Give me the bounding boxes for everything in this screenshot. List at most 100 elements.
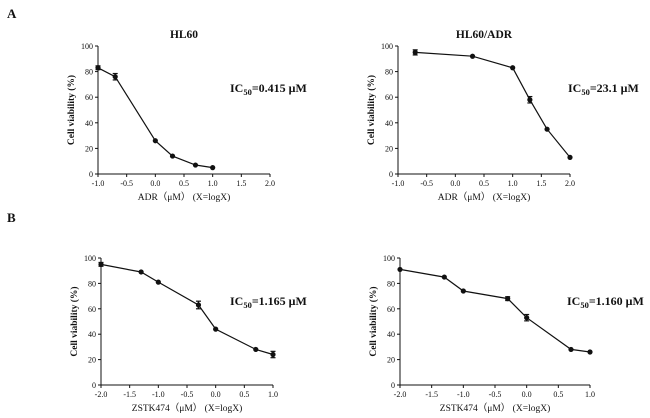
panel-label-b: B [7,210,16,225]
data-point [510,65,516,71]
y-tick-label: 40 [385,119,393,128]
y-tick-label: 20 [85,144,93,153]
chart-title: HL60 [170,29,198,41]
series-line [399,268,591,353]
y-axis-label: Cell viability (%) [66,75,77,145]
chart-4: 0 20 40 60 80 100 -2.0 -1.5 -1.0 -0.5 0.0 0.5 1.0 ZST… [368,254,644,414]
y-tick-label: 40 [387,330,395,339]
data-point [155,279,161,285]
x-tick-label: -2.0 [394,390,407,399]
ic50-prefix: IC [567,294,580,308]
y-tick-label: 100 [381,42,393,51]
data-point [213,326,219,332]
y-tick-label: 100 [81,42,93,51]
ic50-annotation: IC50=0.415 μM [230,81,307,97]
charts: 0 20 40 60 80 100 -1.0 -0.5 0.0 0.5 1.0 1.5 2.0 ADR（μ… [66,29,644,414]
y-tick-label: 20 [385,144,393,153]
data-point [460,288,466,294]
data-point [397,266,403,273]
x-tick-label: -2.0 [95,390,108,399]
y-tick-label: 40 [85,119,93,128]
x-tick-label: -1.5 [425,390,438,399]
y-tick-label: 80 [88,279,96,288]
y-tick-label: 80 [387,279,395,288]
data-point [587,349,593,355]
x-tick-label: 0.0 [211,390,221,399]
ic50-prefix: IC [230,294,243,308]
data-point [138,269,144,275]
ic50-subscript: 50 [581,87,590,97]
data-point [169,153,176,159]
x-tick-label: 1.5 [536,179,546,188]
x-tick-label: 0.5 [479,179,489,188]
x-axis-label: ADR（μM） (X=logX) [138,191,231,203]
x-tick-label: 0.5 [239,390,249,399]
series-line [97,67,213,169]
x-axis-label: ADR（μM） (X=logX) [438,191,531,203]
x-tick-label: -1.0 [92,179,105,188]
ic50-value: =0.415 μM [252,81,307,95]
chart-3: 0 20 40 60 80 100 -2.0 -1.5 -1.0 -0.5 0.0 0.5 1.0 ZST… [69,254,307,414]
x-tick-label: -0.5 [120,179,133,188]
x-axis-label: ZSTK474（μM） (X=logX) [132,402,242,414]
y-tick-label: 0 [391,381,395,390]
x-tick-label: 1.0 [585,390,595,399]
y-tick-label: 20 [88,356,96,365]
chart-title: HL60/ADR [456,29,513,41]
x-tick-label: 0.5 [553,390,563,399]
y-tick-label: 100 [383,254,395,263]
y-tick-label: 60 [385,93,393,102]
x-tick-label: 2.0 [565,179,575,188]
ic50-prefix: IC [568,81,581,95]
x-tick-label: -1.0 [392,179,405,188]
x-tick-label: -1.5 [123,390,136,399]
y-tick-label: 80 [85,68,93,77]
panel-label-a: A [7,6,17,21]
data-point [195,302,202,308]
data-point [567,154,573,160]
x-tick-label: 1.0 [508,179,518,188]
data-point [441,274,447,280]
y-axis-label: Cell viability (%) [368,286,379,356]
ic50-annotation: IC50=1.165 μM [230,294,307,310]
x-tick-label: 0.0 [522,390,532,399]
ic50-subscript: 50 [243,87,252,97]
x-tick-label: 1.0 [268,390,278,399]
data-point [505,296,511,302]
data-point [98,261,104,267]
y-tick-label: 60 [387,305,395,314]
x-tick-label: -1.0 [457,390,470,399]
y-tick-label: 40 [88,330,96,339]
ic50-value: =23.1 μM [590,81,639,95]
data-point [469,53,476,59]
y-tick-label: 60 [88,305,96,314]
data-point [544,126,550,132]
x-tick-label: 2.0 [265,179,275,188]
ic50-subscript: 50 [580,300,589,310]
data-point [95,65,101,71]
ic50-subscript: 50 [243,300,252,310]
data-point [527,97,533,103]
x-tick-label: -1.0 [152,390,165,399]
ic50-value: =1.160 μM [589,294,644,308]
x-tick-label: -0.5 [420,179,433,188]
y-tick-label: 80 [385,68,393,77]
y-axis-label: Cell viability (%) [69,286,80,356]
chart-1: 0 20 40 60 80 100 -1.0 -0.5 0.0 0.5 1.0 1.5 2.0 ADR（μ… [66,29,307,203]
data-point [152,138,158,144]
y-tick-label: 20 [387,356,395,365]
y-tick-label: 60 [85,93,93,102]
data-point [412,49,418,56]
ic50-annotation: IC50=1.160 μM [567,294,644,310]
x-axis-label: ZSTK474（μM） (X=logX) [440,402,550,414]
series-line [415,51,571,158]
data-point [524,315,530,321]
ic50-prefix: IC [230,81,243,95]
ic50-value: =1.165 μM [252,294,307,308]
x-tick-label: 0.0 [150,179,160,188]
data-point [253,346,259,353]
y-tick-label: 100 [84,254,96,263]
x-tick-label: 0.0 [450,179,460,188]
x-tick-label: -0.5 [489,390,502,399]
